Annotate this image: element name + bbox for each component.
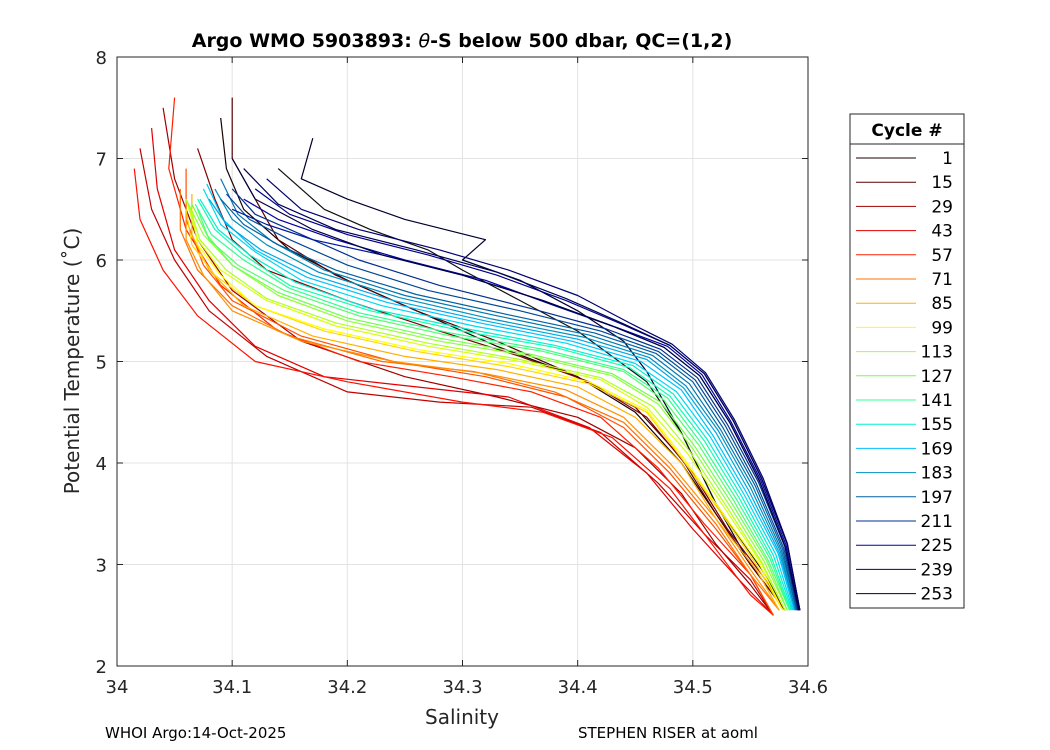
legend-label-71: 71 [931, 270, 953, 290]
profile-line-cycle-176 [208, 198, 796, 611]
legend-label-43: 43 [931, 222, 953, 242]
y-tick-label: 7 [96, 150, 107, 171]
x-tick-label: 34.2 [327, 677, 367, 698]
footer-source-date: WHOI Argo:14-Oct-2025 [105, 724, 287, 742]
legend-label-183: 183 [921, 464, 953, 484]
profile-line-cycle-134 [197, 209, 791, 611]
profile-line-cycle-155 [199, 198, 793, 611]
x-tick-label: 34 [106, 677, 129, 698]
profile-line-cycle-127 [191, 203, 788, 611]
profile-line-cycle-92 [185, 209, 784, 611]
y-tick-label: 3 [96, 556, 107, 577]
x-axis-label: Salinity [425, 705, 499, 729]
legend-label-85: 85 [931, 294, 953, 314]
profile-line-cycle-50 [133, 168, 774, 616]
legend-label-57: 57 [931, 246, 953, 266]
profile-line-cycle-36 [139, 148, 774, 616]
legend-entries: 1 15 29 43 57 71 85 99 113 127 141 155 169 183 197 211 2… [856, 149, 953, 605]
legend-label-1: 1 [942, 149, 953, 169]
legend-label-197: 197 [921, 488, 953, 508]
profile-line-cycle-211 [231, 188, 799, 611]
legend-label-239: 239 [921, 560, 953, 580]
profile-line-cycle-1 [220, 117, 786, 611]
grid [117, 57, 808, 666]
legend-label-15: 15 [931, 173, 953, 193]
legend-label-29: 29 [931, 197, 953, 217]
profile-line-cycle-71 [179, 188, 780, 611]
chart-title: Argo WMO 5903893: θ-S below 500 dbar, QC… [192, 30, 733, 52]
profile-line-cycle-204 [225, 193, 799, 611]
profile-line-cycle-183 [214, 188, 796, 611]
legend-label-211: 211 [921, 512, 953, 532]
profile-line-cycle-15 [231, 97, 786, 611]
legend-label-99: 99 [931, 318, 953, 338]
profile-line-cycle-113 [187, 204, 786, 611]
legend-label-155: 155 [921, 415, 953, 435]
y-tick-label: 2 [96, 657, 107, 678]
profile-line-cycle-246 [243, 168, 801, 611]
legend-label-127: 127 [921, 367, 953, 387]
profile-line-cycle-190 [220, 178, 798, 611]
profile-line-cycle-99 [191, 209, 784, 611]
legend-label-225: 225 [921, 536, 953, 556]
legend-label-141: 141 [921, 391, 953, 411]
legend-title: Cycle # [871, 121, 942, 141]
profile-line-cycle-43 [151, 128, 774, 616]
profile-line-cycle-253 [231, 158, 800, 611]
x-tick-label: 34.1 [212, 677, 252, 698]
legend-label-253: 253 [921, 585, 953, 605]
y-tick-label: 6 [96, 251, 107, 272]
profile-lines [133, 97, 801, 616]
profile-line-cycle-141 [194, 203, 791, 611]
chart-title-theta: θ [418, 30, 430, 52]
profile-line-cycle-64 [185, 168, 774, 616]
profile-line-cycle-239 [266, 178, 801, 611]
y-tick-label: 8 [96, 48, 107, 69]
y-axis-label: Potential Temperature (˚C) [60, 228, 84, 495]
profile-line-cycle-162 [202, 188, 794, 611]
profile-line-cycle-85 [191, 194, 780, 611]
x-axis-ticks: 34 34.1 34.2 34.3 34.4 34.5 34.6 [106, 57, 828, 698]
legend-box [849, 113, 965, 609]
legend: Cycle # 1 15 29 43 57 71 85 99 113 127 141 155 169 18… [849, 113, 965, 609]
x-tick-label: 34.6 [788, 677, 828, 698]
x-tick-label: 34.3 [442, 677, 482, 698]
legend-label-169: 169 [921, 439, 953, 459]
y-tick-label: 4 [96, 454, 107, 475]
profile-line-cycle-169 [206, 183, 795, 611]
footer-pi: STEPHEN RISER at aoml [578, 724, 758, 742]
y-axis-ticks: 2 3 4 5 6 7 8 [96, 48, 808, 678]
profile-line-cycle-218 [231, 208, 800, 611]
profile-line-cycle-106 [185, 198, 786, 611]
x-tick-label: 34.4 [558, 677, 598, 698]
y-tick-label: 5 [96, 353, 107, 374]
legend-label-113: 113 [921, 343, 953, 363]
x-tick-label: 34.5 [673, 677, 713, 698]
profile-line-cycle-148 [197, 198, 792, 611]
profile-line-cycle-197 [220, 198, 798, 611]
profile-line-cycle-22 [197, 148, 786, 611]
